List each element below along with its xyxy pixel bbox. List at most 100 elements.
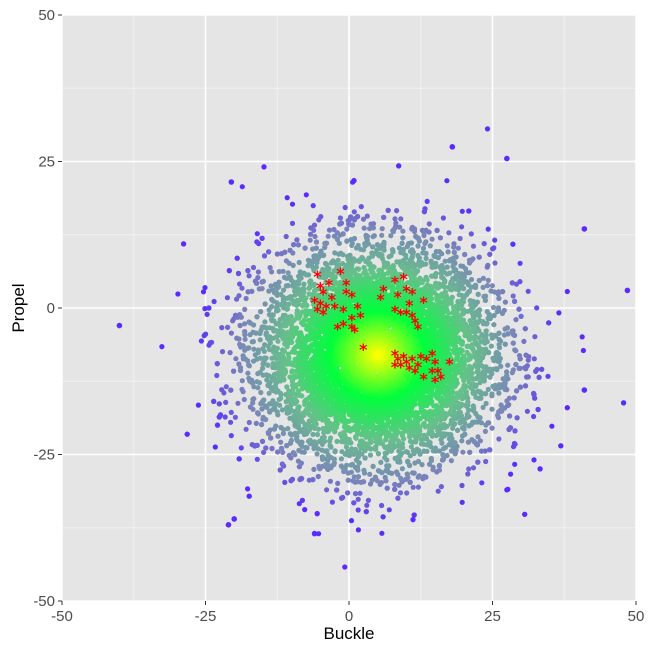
cloud-point <box>253 420 259 426</box>
cloud-point <box>384 485 390 491</box>
cloud-point <box>531 457 537 463</box>
cloud-point <box>512 428 518 434</box>
cloud-point <box>361 467 367 473</box>
cloud-point <box>200 289 207 295</box>
cloud-point <box>262 319 268 325</box>
cloud-point <box>219 325 225 331</box>
cloud-point <box>254 280 260 286</box>
cloud-point <box>466 423 472 429</box>
cloud-point <box>465 439 471 445</box>
cloud-point <box>239 184 245 190</box>
cloud-point <box>297 313 303 319</box>
cloud-point <box>500 376 506 382</box>
cloud-point <box>240 343 246 349</box>
cloud-point <box>296 501 302 507</box>
cloud-point <box>204 311 210 317</box>
cloud-point <box>424 198 430 204</box>
cloud-point <box>290 262 296 268</box>
cloud-point <box>381 247 387 253</box>
cloud-point <box>276 279 282 285</box>
cloud-point <box>259 438 266 444</box>
cloud-point <box>452 440 458 446</box>
cloud-point <box>483 422 489 428</box>
cloud-point <box>315 426 321 432</box>
cloud-point <box>440 452 446 458</box>
cloud-point <box>531 390 537 396</box>
cloud-point <box>312 439 318 445</box>
cloud-point <box>545 373 551 379</box>
cloud-point <box>430 464 436 470</box>
cloud-point <box>284 306 290 312</box>
cloud-point <box>533 368 539 374</box>
cloud-point <box>492 260 498 266</box>
cloud-point <box>288 437 294 444</box>
cloud-point <box>294 237 300 243</box>
cloud-point <box>404 471 410 477</box>
cloud-point <box>487 251 493 257</box>
cloud-point <box>372 474 378 480</box>
point-cloud <box>159 126 627 570</box>
cloud-point <box>261 449 267 455</box>
cloud-point <box>456 292 462 298</box>
cloud-point <box>277 402 283 408</box>
cloud-point <box>490 383 496 389</box>
cloud-point <box>480 275 486 281</box>
cloud-point <box>436 462 442 469</box>
cloud-point <box>289 220 296 226</box>
cloud-point <box>484 264 490 270</box>
cloud-point <box>375 468 381 474</box>
cloud-point <box>206 305 212 311</box>
cloud-point <box>313 245 319 251</box>
cloud-point <box>280 287 287 293</box>
cloud-point <box>184 431 190 437</box>
cloud-point <box>334 236 340 242</box>
cloud-point <box>396 163 402 169</box>
cloud-point <box>390 229 396 235</box>
cloud-point <box>329 499 335 505</box>
cloud-point <box>451 268 457 274</box>
cloud-point <box>236 293 242 299</box>
cloud-point <box>505 362 511 368</box>
cloud-point <box>399 466 405 472</box>
cloud-point <box>450 347 457 353</box>
cloud-point <box>274 345 280 351</box>
cloud-point <box>345 477 351 483</box>
cloud-point <box>267 265 273 271</box>
cloud-point <box>356 258 362 265</box>
cloud-point <box>264 404 270 410</box>
cloud-point <box>349 461 356 468</box>
cloud-point <box>410 517 416 523</box>
cloud-point <box>525 288 531 294</box>
cloud-point <box>435 488 441 494</box>
cloud-point <box>479 480 485 486</box>
cloud-point <box>511 395 517 401</box>
cloud-point <box>231 368 237 374</box>
cloud-point <box>261 348 267 354</box>
cloud-point <box>250 264 257 271</box>
cloud-point <box>214 361 220 367</box>
cloud-point <box>339 449 345 455</box>
cloud-point <box>266 390 272 396</box>
cloud-point <box>446 258 452 264</box>
cloud-point <box>524 374 530 380</box>
cloud-point <box>255 385 261 391</box>
cloud-point <box>363 509 369 515</box>
cloud-point <box>228 409 234 415</box>
cloud-point <box>214 372 220 379</box>
cloud-point <box>392 216 398 222</box>
cloud-point <box>256 380 263 386</box>
cloud-point <box>365 497 371 503</box>
cloud-point <box>250 339 256 345</box>
cloud-point <box>496 409 502 415</box>
cloud-point <box>475 459 481 465</box>
cloud-point <box>280 430 286 437</box>
cloud-point <box>410 470 416 476</box>
cloud-point <box>335 480 341 486</box>
cloud-point <box>476 254 482 260</box>
cloud-point <box>361 479 367 485</box>
cloud-point <box>521 338 527 344</box>
cloud-point <box>195 402 201 408</box>
cloud-point <box>492 237 498 243</box>
cloud-point <box>511 440 517 447</box>
cloud-point <box>421 420 427 427</box>
